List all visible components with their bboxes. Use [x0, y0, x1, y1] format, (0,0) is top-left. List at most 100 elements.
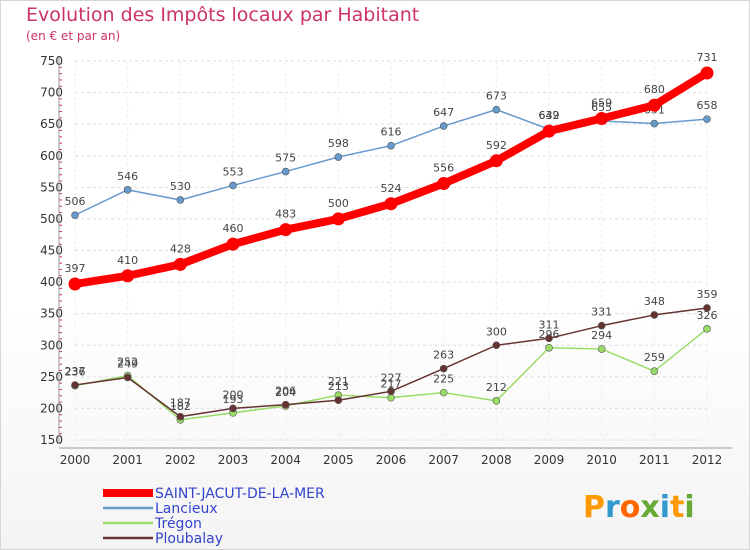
data-label: 483 — [275, 208, 296, 221]
data-point — [595, 111, 609, 125]
data-label: 348 — [644, 295, 665, 308]
y-tick-label: 200 — [40, 401, 63, 415]
data-label: 655 — [591, 101, 612, 114]
data-label: 359 — [697, 288, 718, 301]
data-label: 659 — [591, 96, 612, 109]
legend-item: SAINT-JACUT-DE-LA-MER — [103, 486, 325, 502]
data-point — [334, 153, 343, 161]
y-tick-label: 300 — [40, 338, 63, 352]
data-point — [281, 400, 290, 409]
data-label: 249 — [117, 357, 138, 370]
data-point — [331, 212, 345, 226]
data-label: 206 — [275, 385, 296, 398]
data-label: 598 — [328, 137, 349, 150]
series-lancieux: 506546530553575598616647673642655651658 — [65, 90, 718, 219]
legend-label: Lancieux — [155, 501, 218, 517]
data-point — [597, 345, 606, 353]
data-label: 530 — [170, 180, 191, 193]
brand-letter: t — [670, 490, 684, 525]
data-point — [597, 321, 606, 330]
data-point — [123, 186, 132, 194]
legend-label: Ploubalay — [155, 531, 223, 547]
y-tick-label: 700 — [40, 86, 63, 100]
x-tick-label: 2010 — [586, 453, 617, 467]
data-point — [387, 393, 395, 402]
data-label: 524 — [381, 182, 402, 195]
x-tick-label: 2004 — [270, 453, 301, 467]
x-tick-label: 2006 — [376, 453, 407, 467]
data-point — [173, 257, 187, 271]
data-label: 263 — [433, 349, 454, 362]
x-tick-label: 2003 — [218, 453, 249, 467]
data-point — [334, 396, 343, 405]
x-tick-label: 2002 — [165, 453, 196, 467]
data-label: 187 — [170, 397, 191, 410]
data-label: 642 — [539, 109, 560, 122]
data-label: 212 — [486, 381, 507, 394]
y-tick-label: 450 — [40, 244, 63, 258]
x-tick-label: 2000 — [60, 453, 91, 467]
brand-logo: Proxiti — [583, 490, 695, 525]
data-label: 553 — [223, 165, 244, 178]
data-point — [542, 124, 556, 138]
data-point — [703, 115, 711, 123]
data-label: 460 — [223, 222, 244, 235]
y-tick-label: 150 — [40, 433, 63, 447]
data-point — [68, 277, 82, 291]
data-point — [387, 387, 395, 396]
x-tick-label: 2012 — [692, 453, 723, 467]
data-point — [492, 105, 501, 114]
data-point — [229, 404, 237, 413]
legend-label: Trégon — [154, 516, 202, 532]
y-tick-label: 500 — [40, 212, 63, 226]
brand-letter: i — [684, 490, 694, 525]
data-label: 236 — [65, 366, 86, 379]
data-label: 204 — [275, 386, 296, 399]
brand-text: Proxiti — [583, 490, 695, 525]
y-tick-label: 400 — [40, 275, 63, 289]
data-point — [439, 388, 448, 397]
brand-letter: r — [605, 490, 620, 525]
data-point — [121, 269, 135, 283]
data-point — [123, 373, 132, 382]
brand-letter: x — [640, 490, 659, 525]
data-label: 647 — [433, 106, 454, 119]
data-point — [700, 66, 714, 80]
legend-label: SAINT-JACUT-DE-LA-MER — [155, 486, 325, 502]
data-label: 546 — [117, 170, 138, 183]
y-tick-label: 650 — [40, 117, 63, 131]
series-ploubalay: 237 249 187 200 206 213 227 263 300 311 331 348 359 — [65, 288, 718, 421]
data-point — [387, 141, 395, 150]
data-point — [545, 343, 553, 352]
x-tick-label: 2005 — [323, 453, 354, 467]
series-saint-jacut-de-la-mer: 397 410 428 460 483 500 524 556 592 639 659 680 731 — [65, 51, 718, 291]
data-label: 259 — [644, 351, 665, 364]
data-point — [71, 381, 79, 389]
data-label: 294 — [591, 329, 612, 342]
data-point — [279, 223, 293, 237]
data-point — [650, 119, 659, 128]
data-point — [384, 197, 398, 211]
data-point — [229, 181, 237, 190]
data-label: 225 — [433, 373, 454, 386]
data-point — [437, 177, 451, 191]
chart-title: Evolution des Impôts locaux par Habitant — [26, 4, 420, 26]
data-point — [647, 98, 661, 112]
data-label: 182 — [170, 400, 191, 413]
data-point — [492, 341, 501, 350]
data-point — [281, 167, 290, 176]
data-point — [226, 237, 240, 251]
legend-item: Ploubalay — [103, 531, 223, 547]
data-label: 428 — [170, 242, 191, 255]
data-label: 673 — [486, 90, 507, 103]
data-label: 592 — [486, 139, 507, 152]
data-point — [650, 367, 659, 375]
data-label: 221 — [328, 375, 349, 388]
data-label: 506 — [65, 195, 86, 208]
data-point — [176, 412, 185, 421]
data-point — [71, 211, 79, 219]
legend-item: Trégon — [103, 516, 202, 532]
data-label: 658 — [697, 99, 718, 112]
data-point — [439, 364, 448, 373]
